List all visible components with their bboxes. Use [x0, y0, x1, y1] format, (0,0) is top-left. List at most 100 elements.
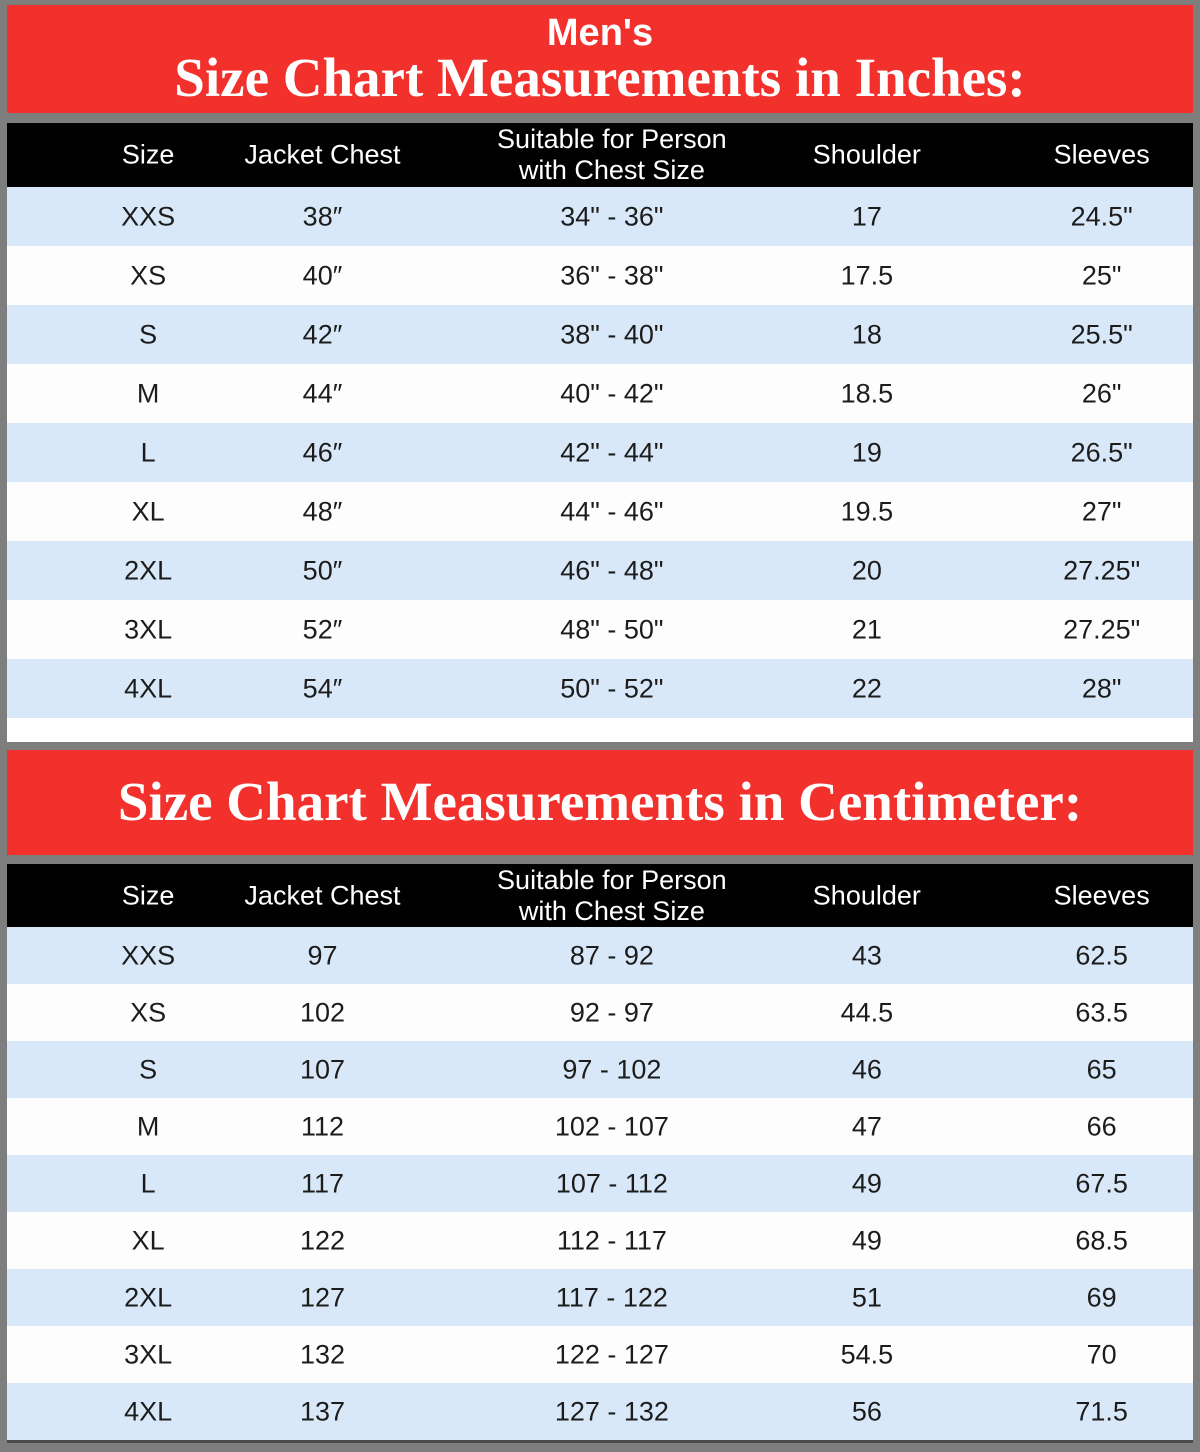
sleeves-cell: 25.5"	[1070, 319, 1133, 349]
shoulder-cell: 22	[851, 673, 882, 703]
centimeter-table-body: XXS 97 87 - 92 43 62.5 XS 102 92 - 97 44.5 63.5 S 1…	[7, 927, 1193, 1440]
sleeves-cell: 70	[1086, 1339, 1117, 1369]
shoulder-cell: 47	[851, 1111, 882, 1141]
shoulder-cell: 17.5	[840, 260, 894, 290]
shoulder-cell: 18	[851, 319, 882, 349]
jacket-chest-cell: 112	[300, 1111, 344, 1141]
size-cell: XL	[131, 496, 165, 526]
jacket-chest-cell: 107	[299, 1054, 345, 1084]
table-row: L 46″ 42" - 44" 19 26.5"	[7, 423, 1193, 482]
column-header-jacket-chest: Jacket Chest	[244, 880, 401, 910]
size-cell: XXS	[121, 201, 176, 231]
table-row: S 107 97 - 102 46 65	[7, 1041, 1193, 1098]
column-header-shoulder: Shoulder	[812, 139, 921, 170]
jacket-chest-cell: 40″	[302, 260, 343, 290]
sleeves-cell: 67.5	[1075, 1168, 1128, 1198]
table-row: 3XL 52″ 48" - 50" 21 27.25"	[7, 600, 1193, 659]
inches-banner-subtitle: Men's	[546, 11, 654, 54]
sleeves-cell: 27"	[1081, 496, 1122, 526]
shoulder-cell: 20	[851, 555, 882, 585]
column-header-jacket-chest: Jacket Chest	[244, 139, 401, 170]
table-row: XL 48″ 44" - 46" 19.5 27"	[7, 482, 1193, 541]
sleeves-cell: 66	[1086, 1111, 1117, 1141]
chest-range-cell: 102 - 107	[554, 1111, 669, 1141]
sleeves-cell: 27.25"	[1063, 555, 1141, 585]
chest-range-cell: 127 - 132	[554, 1396, 669, 1426]
chest-range-cell: 38" - 40"	[560, 319, 664, 349]
jacket-chest-cell: 48″	[302, 496, 343, 526]
divider-gap	[7, 113, 1193, 123]
shoulder-cell: 17	[851, 201, 882, 231]
shoulder-cell: 18.5	[840, 378, 894, 408]
size-cell: S	[139, 1054, 158, 1084]
sleeves-cell: 27.25"	[1063, 614, 1141, 644]
column-header-size: Size	[121, 139, 175, 170]
jacket-chest-cell: 46″	[302, 437, 343, 467]
chest-range-cell: 44" - 46"	[560, 496, 664, 526]
sleeves-cell: 69	[1086, 1282, 1117, 1312]
jacket-chest-cell: 97	[307, 940, 338, 970]
column-header-chest-range: Suitable for Person with Chest Size	[497, 864, 727, 926]
table-row: 2XL 50″ 46" - 48" 20 27.25"	[7, 541, 1193, 600]
shoulder-cell: 51	[851, 1282, 882, 1312]
chest-range-cell: 117 - 122	[555, 1282, 668, 1312]
divider-gap	[7, 855, 1193, 864]
sleeves-cell: 28"	[1081, 673, 1122, 703]
chest-range-cell: 34" - 36"	[560, 201, 664, 231]
size-cell: M	[136, 378, 160, 408]
chest-range-cell: 97 - 102	[562, 1054, 662, 1084]
column-header-sleeves: Sleeves	[1053, 139, 1150, 170]
table-row: XXS 97 87 - 92 43 62.5	[7, 927, 1193, 984]
white-spacer	[7, 718, 1193, 742]
jacket-chest-cell: 50″	[302, 555, 343, 585]
shoulder-cell: 19	[851, 437, 882, 467]
sleeves-cell: 71.5	[1075, 1396, 1128, 1426]
table-row: 4XL 137 127 - 132 56 71.5	[7, 1383, 1193, 1440]
shoulder-cell: 49	[851, 1168, 882, 1198]
size-cell: 2XL	[124, 1282, 173, 1312]
size-cell: 3XL	[124, 1339, 173, 1369]
shoulder-cell: 43	[851, 940, 882, 970]
inches-banner-title: Size Chart Measurements in Inches:	[174, 46, 1026, 108]
centimeter-banner: Size Chart Measurements in Centimeter:	[7, 750, 1193, 855]
jacket-chest-cell: 102	[299, 997, 345, 1027]
size-cell: 3XL	[124, 614, 173, 644]
table-row: L 117 107 - 112 49 67.5	[7, 1155, 1193, 1212]
inches-table-header: Size Jacket Chest Suitable for Person wi…	[7, 123, 1193, 187]
table-row: XXS 38″ 34" - 36" 17 24.5"	[7, 187, 1193, 246]
chest-range-cell: 122 - 127	[554, 1339, 669, 1369]
size-cell: XL	[131, 1225, 165, 1255]
column-header-shoulder: Shoulder	[812, 880, 921, 910]
jacket-chest-cell: 54″	[302, 673, 343, 703]
sleeves-cell: 24.5"	[1070, 201, 1133, 231]
jacket-chest-cell: 44″	[302, 378, 343, 408]
sleeves-cell: 62.5	[1075, 940, 1128, 970]
chest-range-cell: 107 - 112	[555, 1168, 668, 1198]
sleeves-cell: 26"	[1081, 378, 1122, 408]
table-row: S 42″ 38" - 40" 18 25.5"	[7, 305, 1193, 364]
shoulder-cell: 54.5	[840, 1339, 894, 1369]
jacket-chest-cell: 38″	[302, 201, 343, 231]
table-row: 3XL 132 122 - 127 54.5 70	[7, 1326, 1193, 1383]
chest-range-cell: 46" - 48"	[560, 555, 664, 585]
jacket-chest-cell: 42″	[302, 319, 343, 349]
shoulder-cell: 49	[851, 1225, 882, 1255]
jacket-chest-cell: 122	[299, 1225, 345, 1255]
shoulder-cell: 19.5	[840, 496, 894, 526]
jacket-chest-cell: 52″	[302, 614, 343, 644]
chest-range-cell: 42" - 44"	[560, 437, 664, 467]
jacket-chest-cell: 127	[299, 1282, 345, 1312]
sleeves-cell: 65	[1086, 1054, 1117, 1084]
table-row: XS 40″ 36" - 38" 17.5 25"	[7, 246, 1193, 305]
column-header-size: Size	[121, 880, 175, 910]
inches-table-body: XXS 38″ 34" - 36" 17 24.5" XS 40″ 36" - 38" 17.5…	[7, 187, 1193, 718]
size-cell: XXS	[121, 940, 176, 970]
chest-range-cell: 50" - 52"	[560, 673, 664, 703]
size-cell: S	[139, 319, 158, 349]
chest-range-cell: 92 - 97	[569, 997, 654, 1027]
inches-banner: Men's Size Chart Measurements in Inches:	[7, 5, 1193, 113]
chest-range-cell: 40" - 42"	[560, 378, 664, 408]
centimeter-banner-title: Size Chart Measurements in Centimeter:	[117, 771, 1083, 833]
centimeter-table-header: Size Jacket Chest Suitable for Person wi…	[7, 864, 1193, 927]
